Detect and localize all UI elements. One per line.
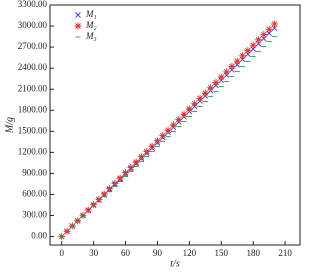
legend-label: M₃ [85, 31, 97, 41]
point [196, 94, 204, 102]
y-axis-label: M/g [4, 117, 15, 134]
point [212, 78, 220, 86]
point [261, 35, 267, 42]
point [175, 116, 183, 124]
point [217, 73, 225, 81]
point [266, 30, 272, 37]
point [228, 62, 236, 70]
legend-marker [74, 22, 82, 30]
x-tick-label: 90 [153, 248, 163, 258]
y-tick-label: 2400.00 [18, 62, 48, 72]
point [180, 110, 188, 118]
point [116, 174, 124, 182]
point [90, 201, 98, 209]
y-tick-label: 300.00 [22, 210, 47, 220]
point [260, 31, 268, 39]
point [68, 222, 76, 230]
point [164, 126, 172, 134]
point [271, 25, 278, 31]
x-tick-label: 210 [278, 248, 292, 258]
point [249, 41, 257, 49]
point [185, 105, 193, 113]
y-tick-label: 2100.00 [18, 83, 48, 93]
x-tick-label: 180 [246, 248, 260, 258]
x-tick-label: 0 [59, 248, 64, 258]
chart: t/s M/g 0.00 300.00 600.00 900.00 1200.00 150… [4, 0, 301, 269]
point [111, 179, 119, 187]
legend-marker [75, 12, 81, 18]
point [207, 84, 215, 92]
point [153, 137, 161, 145]
point [79, 211, 87, 219]
point [106, 185, 114, 193]
point [239, 52, 247, 60]
point [84, 206, 92, 214]
legend-label: M₁ [85, 9, 97, 19]
x-axis-label: t/s [170, 258, 180, 269]
point [255, 36, 263, 44]
point [191, 100, 199, 108]
point [233, 57, 241, 65]
point [143, 148, 151, 156]
point [74, 217, 82, 225]
point [223, 68, 231, 76]
point [201, 89, 209, 97]
y-tick-label: 900.00 [22, 167, 47, 177]
y-tick-label: 600.00 [22, 189, 47, 199]
point [148, 142, 156, 150]
point [132, 158, 140, 166]
point [122, 169, 130, 177]
y-tick-label: 3300.00 [18, 0, 48, 9]
point [169, 121, 177, 129]
point [95, 195, 103, 203]
point [265, 25, 273, 33]
point [159, 132, 167, 140]
plot-frame [49, 4, 301, 246]
y-tick-label: 0.00 [31, 231, 47, 241]
x-tick-label: 120 [183, 248, 197, 258]
y-tick-label: 1800.00 [18, 104, 48, 114]
x-tick-label: 60 [121, 248, 131, 258]
y-tick-label: 1500.00 [18, 125, 48, 135]
y-tick-label: 2700.00 [18, 41, 48, 51]
point [127, 163, 135, 171]
x-tick-label: 150 [215, 248, 229, 258]
point [137, 153, 145, 161]
legend-label: M₂ [85, 20, 97, 30]
y-tick-label: 1200.00 [18, 146, 48, 156]
point [100, 190, 108, 198]
y-tick-label: 3000.00 [18, 20, 48, 30]
point [270, 20, 278, 28]
x-tick-label: 30 [89, 248, 99, 258]
point [244, 47, 252, 55]
